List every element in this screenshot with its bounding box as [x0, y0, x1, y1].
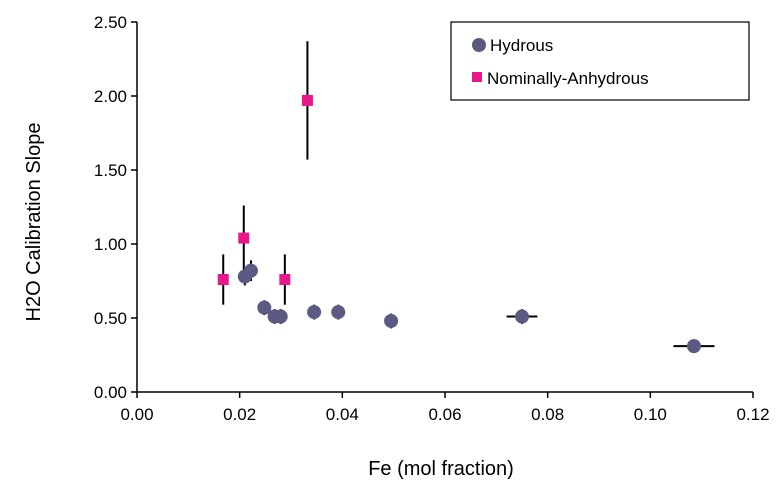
anhydrous-point — [279, 274, 291, 286]
y-tick-label: 0.50 — [94, 309, 127, 328]
plot-area: 0.00 0.02 0.04 0.06 0.08 0.10 0.12 0.00 0.50 1.0… — [94, 13, 770, 424]
data-markers — [217, 94, 701, 354]
x-tick-label: 0.06 — [428, 405, 461, 424]
hydrous-point — [384, 313, 399, 328]
x-tick-label: 0.04 — [326, 405, 359, 424]
x-tick-label: 0.12 — [736, 405, 769, 424]
y-tick-label: 2.00 — [94, 87, 127, 106]
hydrous-point — [515, 309, 529, 324]
legend-anhydrous-marker — [472, 72, 482, 82]
anhydrous-point — [238, 232, 250, 244]
x-axis-title: Fe (mol fraction) — [368, 458, 514, 480]
hydrous-point — [686, 339, 701, 354]
legend-hydrous-marker — [472, 38, 486, 52]
legend-hydrous-label: Hydrous — [490, 36, 553, 55]
anhydrous-point — [301, 94, 313, 106]
y-tick-label: 2.50 — [94, 13, 127, 32]
hydrous-point — [307, 305, 322, 320]
x-tick-label: 0.08 — [531, 405, 564, 424]
y-tick-label: 0.00 — [94, 383, 127, 402]
x-tick-label: 0.02 — [223, 405, 256, 424]
y-axis-ticks: 0.00 0.50 1.00 1.50 2.00 2.50 — [94, 13, 137, 402]
legend-box — [450, 21, 750, 101]
y-tick-label: 1.50 — [94, 161, 127, 180]
y-tick-label: 1.00 — [94, 235, 127, 254]
y-axis-title: H2O Calibration Slope — [23, 123, 45, 322]
anhydrous-point — [217, 274, 229, 286]
hydrous-point — [273, 309, 288, 324]
legend-anhydrous-label: Nominally-Anhydrous — [487, 69, 649, 88]
legend: Hydrous Nominally-Anhydrous — [450, 21, 750, 101]
hydrous-point — [331, 305, 346, 320]
hydrous-point — [257, 300, 272, 315]
x-tick-label: 0.10 — [634, 405, 667, 424]
hydrous-point — [243, 263, 258, 278]
x-axis-ticks: 0.00 0.02 0.04 0.06 0.08 0.10 0.12 — [120, 392, 770, 424]
x-tick-label: 0.00 — [120, 405, 153, 424]
